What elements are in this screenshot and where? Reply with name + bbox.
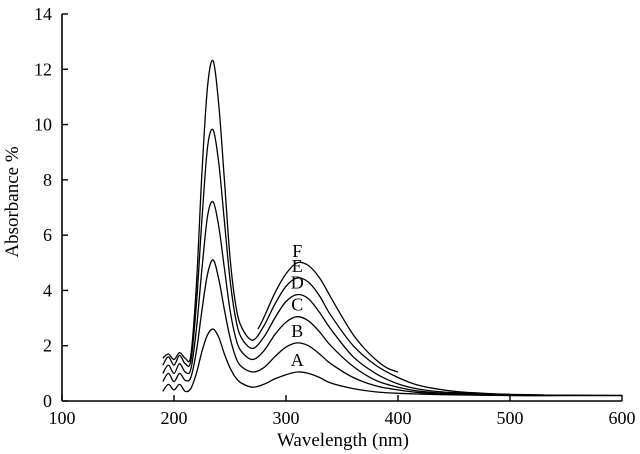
y-tick-label: 8: [43, 170, 52, 190]
series-C-label: C: [291, 295, 303, 315]
x-tick-label: 200: [161, 408, 188, 428]
y-tick-label: 12: [34, 59, 52, 79]
y-tick-label: 0: [43, 391, 52, 411]
series-A-label: A: [291, 350, 304, 370]
y-axis-title: Absorbance %: [2, 146, 23, 257]
axes: 0 2 4 6 8 10 12 14 100 200 300 400 500 600: [34, 4, 636, 428]
x-tick-label: 600: [609, 408, 636, 428]
series-F-line: [257, 261, 399, 373]
y-tick-label: 2: [43, 336, 52, 356]
series-D-line: [162, 128, 544, 396]
series-B-line: [162, 259, 622, 397]
curves: [162, 59, 623, 397]
x-tick-label: 400: [385, 408, 412, 428]
series-F-label: F: [292, 241, 302, 261]
series-E-line: [162, 59, 511, 396]
series-D-label: D: [291, 273, 304, 293]
series-A-line: [162, 328, 622, 397]
series-C-line: [162, 200, 623, 397]
series-B-label: B: [291, 321, 303, 341]
series-E-label: E: [292, 256, 303, 276]
x-axis-title: Wavelength (nm): [277, 430, 409, 451]
y-tick-label: 4: [43, 280, 52, 300]
x-tick-label: 300: [273, 408, 300, 428]
y-tick-label: 6: [43, 225, 52, 245]
x-tick-label: 500: [497, 408, 524, 428]
y-tick-label: 14: [34, 4, 52, 24]
y-tick-label: 10: [34, 115, 52, 135]
x-tick-label: 100: [49, 408, 76, 428]
